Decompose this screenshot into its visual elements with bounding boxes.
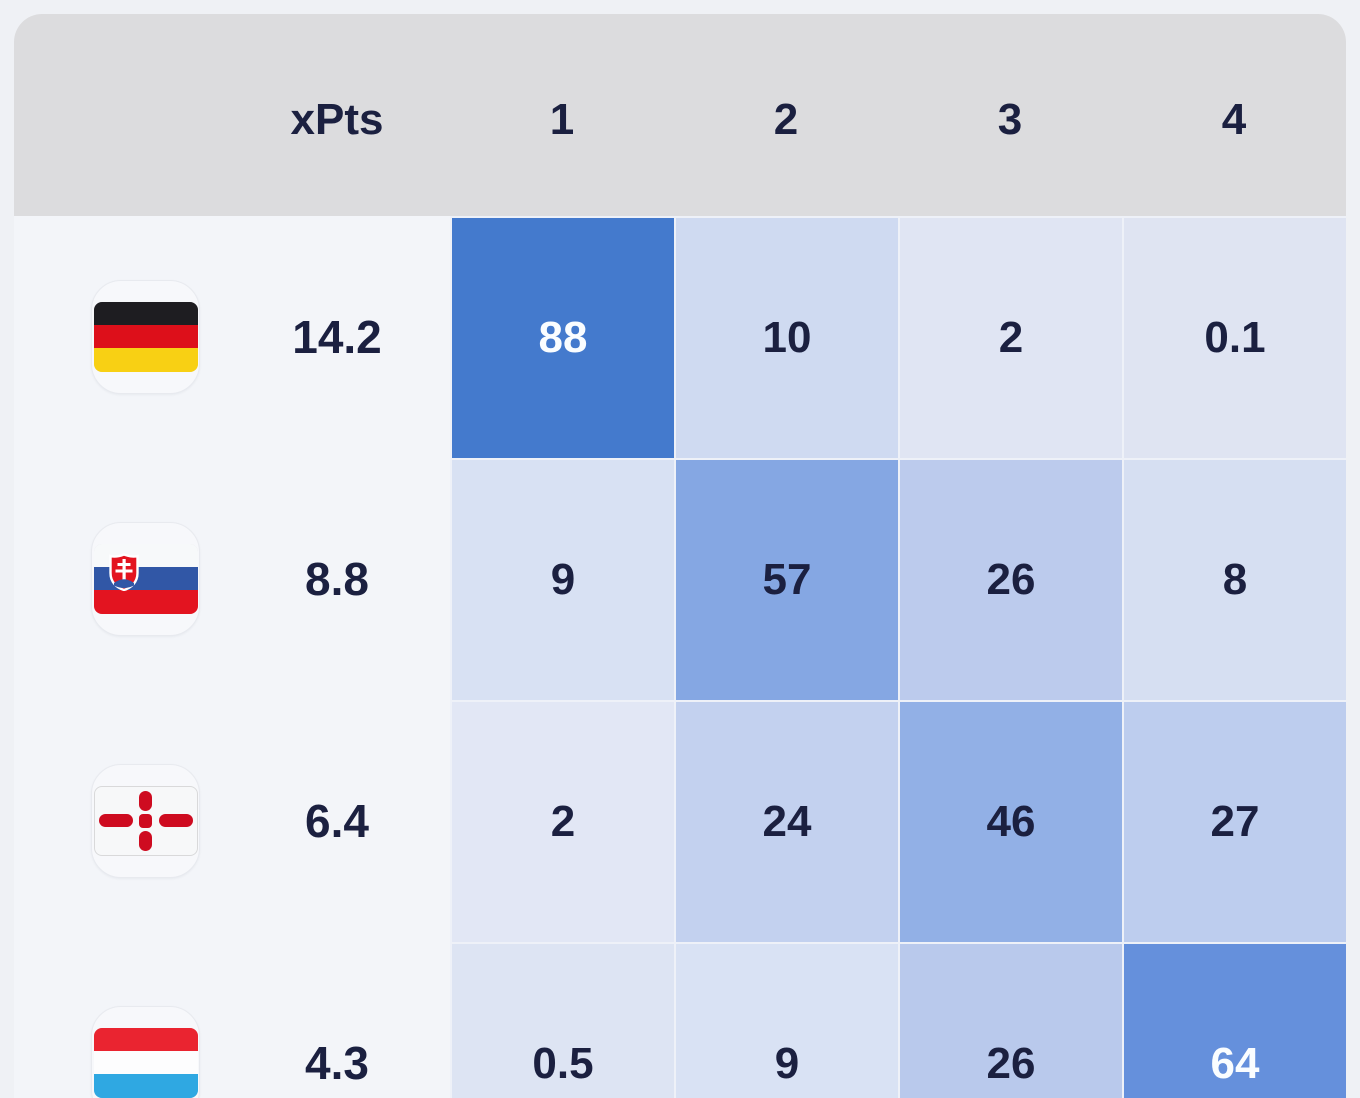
prob-cell: 57 xyxy=(674,458,898,700)
header-xpts: xPts xyxy=(290,95,384,144)
prob-cell: 2 xyxy=(450,700,674,942)
prob-cell: 26 xyxy=(898,458,1122,700)
slovakia-flag-icon xyxy=(93,544,198,614)
probability-table-card: xPts 1 2 3 4 14.2 88 10 2 0.1 xyxy=(14,14,1346,1098)
germany-flag-icon xyxy=(93,302,198,372)
header-position-2: 2 xyxy=(773,95,799,144)
flag-tile xyxy=(91,280,200,394)
prob-cell: 64 xyxy=(1122,942,1346,1098)
prob-cell: 9 xyxy=(674,942,898,1098)
flag-tile xyxy=(91,522,200,636)
prob-cell: 0.5 xyxy=(450,942,674,1098)
table-row-slovakia: 8.8 9 57 26 8 xyxy=(14,458,1346,700)
luxembourg-flag-icon xyxy=(93,1028,198,1098)
flag-cell xyxy=(14,942,200,1098)
prob-cell: 2 xyxy=(898,216,1122,458)
prob-cell: 0.1 xyxy=(1122,216,1346,458)
flag-tile xyxy=(91,764,200,878)
header-position-1: 1 xyxy=(549,95,575,144)
prob-cell: 24 xyxy=(674,700,898,942)
xpts-value: 8.8 xyxy=(305,553,369,605)
flag-cell xyxy=(14,216,200,458)
header-position-3: 3 xyxy=(997,95,1023,144)
flag-cell xyxy=(14,458,200,700)
xpts-value: 14.2 xyxy=(292,311,382,363)
prob-cell: 26 xyxy=(898,942,1122,1098)
table-row-northern-ireland: 6.4 2 24 46 27 xyxy=(14,700,1346,942)
flag-tile xyxy=(91,1006,200,1098)
table-row-luxembourg: 4.3 0.5 9 26 64 xyxy=(14,942,1346,1098)
header-position-4: 4 xyxy=(1221,95,1247,144)
table-header-row: xPts 1 2 3 4 xyxy=(14,14,1346,216)
prob-cell: 27 xyxy=(1122,700,1346,942)
prob-cell: 9 xyxy=(450,458,674,700)
prob-cell: 10 xyxy=(674,216,898,458)
prob-cell: 8 xyxy=(1122,458,1346,700)
prob-cell: 46 xyxy=(898,700,1122,942)
prob-cell: 88 xyxy=(450,216,674,458)
northern-ireland-flag-icon xyxy=(93,786,198,856)
xpts-value: 6.4 xyxy=(305,795,369,847)
flag-cell xyxy=(14,700,200,942)
xpts-value: 4.3 xyxy=(305,1037,369,1089)
table-row-germany: 14.2 88 10 2 0.1 xyxy=(14,216,1346,458)
